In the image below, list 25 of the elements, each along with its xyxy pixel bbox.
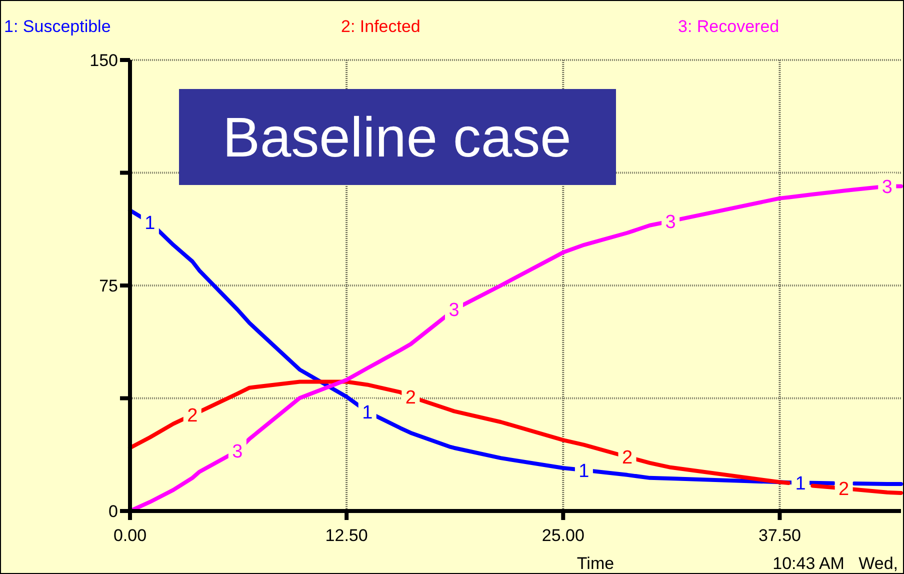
text: 3: Recovered (678, 17, 780, 36)
y-tick-label: 75 (99, 276, 118, 296)
text: 1: Susceptible (4, 17, 111, 36)
text: Baseline case (222, 106, 572, 169)
annotation: 2 (405, 387, 416, 408)
annotation: 1 (795, 473, 806, 494)
annotation: 3 (448, 300, 460, 322)
x-tick-label: 12.50 (325, 526, 368, 545)
annotation: 1 (578, 460, 590, 482)
text: 10:43 AM Wed, (772, 554, 898, 573)
y-tick-label: 150 (90, 50, 118, 70)
annotation: 1 (362, 402, 373, 424)
annotation: 2 (838, 479, 850, 500)
x-axis-title: Time (576, 554, 614, 573)
annotation: 2 (622, 448, 633, 469)
x-tick-label: 25.00 (542, 526, 584, 545)
x-tick-label: 37.50 (758, 526, 801, 545)
annotation: 3 (665, 212, 676, 233)
annotation: 3 (232, 442, 243, 463)
annotation: 3 (882, 176, 892, 198)
annotation: 1 (144, 213, 156, 234)
x-tick-label: 0.00 (113, 526, 147, 545)
annotation: 2 (187, 405, 198, 426)
text: 2: Infected (341, 17, 420, 36)
y-tick-label: 0 (108, 502, 118, 521)
